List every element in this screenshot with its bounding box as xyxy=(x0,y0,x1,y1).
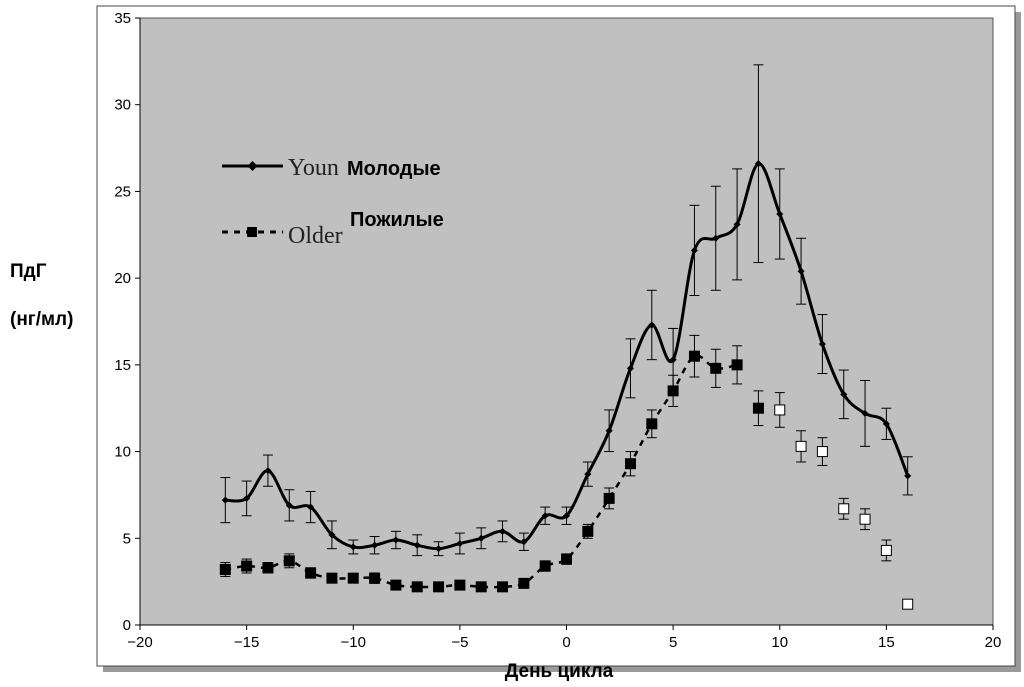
series-older-marker-hollow xyxy=(774,404,786,416)
series-young-marker xyxy=(882,420,890,428)
y-tick-label: 30 xyxy=(114,97,131,114)
y-tick-label: 20 xyxy=(114,270,131,287)
series-older-marker-hollow xyxy=(902,598,914,610)
series-older-marker xyxy=(433,581,445,593)
series-young-marker xyxy=(349,543,357,551)
series-older-marker xyxy=(369,572,381,584)
series-young-marker xyxy=(840,390,848,398)
series-young-marker xyxy=(818,340,826,348)
legend-older-ru: Пожилые xyxy=(350,209,444,231)
y-tick-label: 25 xyxy=(114,183,131,200)
series-older-marker xyxy=(646,418,658,430)
series-young-marker xyxy=(477,534,485,542)
legend-older-en: Older xyxy=(288,223,343,249)
series-young-marker xyxy=(626,364,635,372)
x-tick-label: 20 xyxy=(985,634,1002,651)
series-young-marker xyxy=(498,527,507,535)
x-tick-label: −10 xyxy=(341,634,366,651)
plot-area xyxy=(139,17,994,626)
x-tick-label: 5 xyxy=(669,634,677,651)
series-older-marker xyxy=(411,581,423,593)
x-tick-label: −20 xyxy=(127,634,152,651)
series-young-marker xyxy=(264,467,272,475)
series-older-marker xyxy=(497,581,509,593)
series-young-marker xyxy=(861,409,869,417)
series-older-marker xyxy=(731,359,743,371)
series-older-marker-hollow xyxy=(859,513,871,525)
legend-marker-young xyxy=(247,161,258,171)
x-tick-label: 15 xyxy=(878,634,895,651)
y-axis-title-line1: ПдГ xyxy=(10,261,47,282)
series-young-marker xyxy=(648,321,656,329)
series-older-marker xyxy=(561,553,572,565)
series-young-line xyxy=(225,162,910,551)
series-older-marker xyxy=(518,577,530,589)
series-older-marker xyxy=(326,572,338,584)
axes: −20 −15 −10 −5 0 5 10 15 20 0 5 10 15 20 25 30 35 xyxy=(114,10,1001,651)
series-older-marker xyxy=(752,402,764,414)
series-older-marker xyxy=(305,567,317,579)
series-older-marker-hollow xyxy=(838,503,850,515)
series-older-marker xyxy=(582,525,594,537)
legend-marker-older xyxy=(247,227,257,237)
series-older-marker xyxy=(688,350,700,362)
x-axis-title: День цикла xyxy=(505,661,614,682)
series-older-marker xyxy=(624,458,636,470)
y-tick-label: 15 xyxy=(114,357,131,374)
series-young-marker xyxy=(797,267,805,275)
series-young-marker xyxy=(328,531,336,539)
y-axis-title-line2: (нг/мл) xyxy=(10,309,73,330)
x-tick-label: −5 xyxy=(451,634,468,651)
series-older-marker xyxy=(667,385,679,397)
series-young-marker xyxy=(690,246,698,254)
series-older-marker xyxy=(475,581,487,593)
series-young-marker xyxy=(605,427,613,435)
series-layer xyxy=(219,64,914,610)
series-older-marker xyxy=(241,560,253,572)
x-tick-label: 0 xyxy=(562,634,570,651)
y-tick-label: 10 xyxy=(114,444,131,461)
series-young-marker xyxy=(392,536,400,544)
x-tick-label: 10 xyxy=(771,634,788,651)
series-young-marker xyxy=(776,210,784,218)
series-older-marker xyxy=(219,564,231,576)
series-young-marker xyxy=(541,512,549,520)
x-tick-label: −15 xyxy=(234,634,259,651)
series-older-marker xyxy=(539,560,551,572)
series-older-marker xyxy=(454,579,466,591)
series-older-marker xyxy=(262,562,274,574)
y-tick-label: 35 xyxy=(114,10,131,27)
y-tick-label: 0 xyxy=(123,617,131,634)
legend-young-en: Youn xyxy=(288,155,339,181)
series-young-marker xyxy=(904,472,912,480)
series-young-marker xyxy=(285,501,293,509)
series-young-marker xyxy=(307,503,315,511)
series-young-marker xyxy=(520,538,528,546)
series-young-marker xyxy=(243,494,251,502)
legend: Youn Молодые Older Пожилые xyxy=(222,155,444,249)
series-young-marker xyxy=(754,160,762,168)
series-young-marker xyxy=(371,541,379,549)
series-young-marker xyxy=(669,356,677,364)
series-older-marker-hollow xyxy=(880,544,892,556)
series-older-marker xyxy=(603,492,615,504)
series-older-marker-hollow xyxy=(795,440,807,452)
series-young-marker xyxy=(584,470,592,478)
series-older-marker xyxy=(390,579,402,591)
series-young-marker xyxy=(733,220,741,228)
series-young-marker xyxy=(712,234,720,242)
legend-young-ru: Молодые xyxy=(347,158,441,180)
series-older-marker-hollow xyxy=(816,446,828,458)
y-tick-label: 5 xyxy=(123,530,131,547)
series-older-marker xyxy=(283,555,295,567)
series-young-marker xyxy=(413,541,421,549)
series-young-marker xyxy=(435,545,443,553)
series-young-marker xyxy=(456,539,464,548)
series-older-marker xyxy=(710,362,722,374)
series-older-marker xyxy=(347,572,359,584)
series-young-marker xyxy=(562,512,571,520)
series-young-marker xyxy=(221,496,229,504)
